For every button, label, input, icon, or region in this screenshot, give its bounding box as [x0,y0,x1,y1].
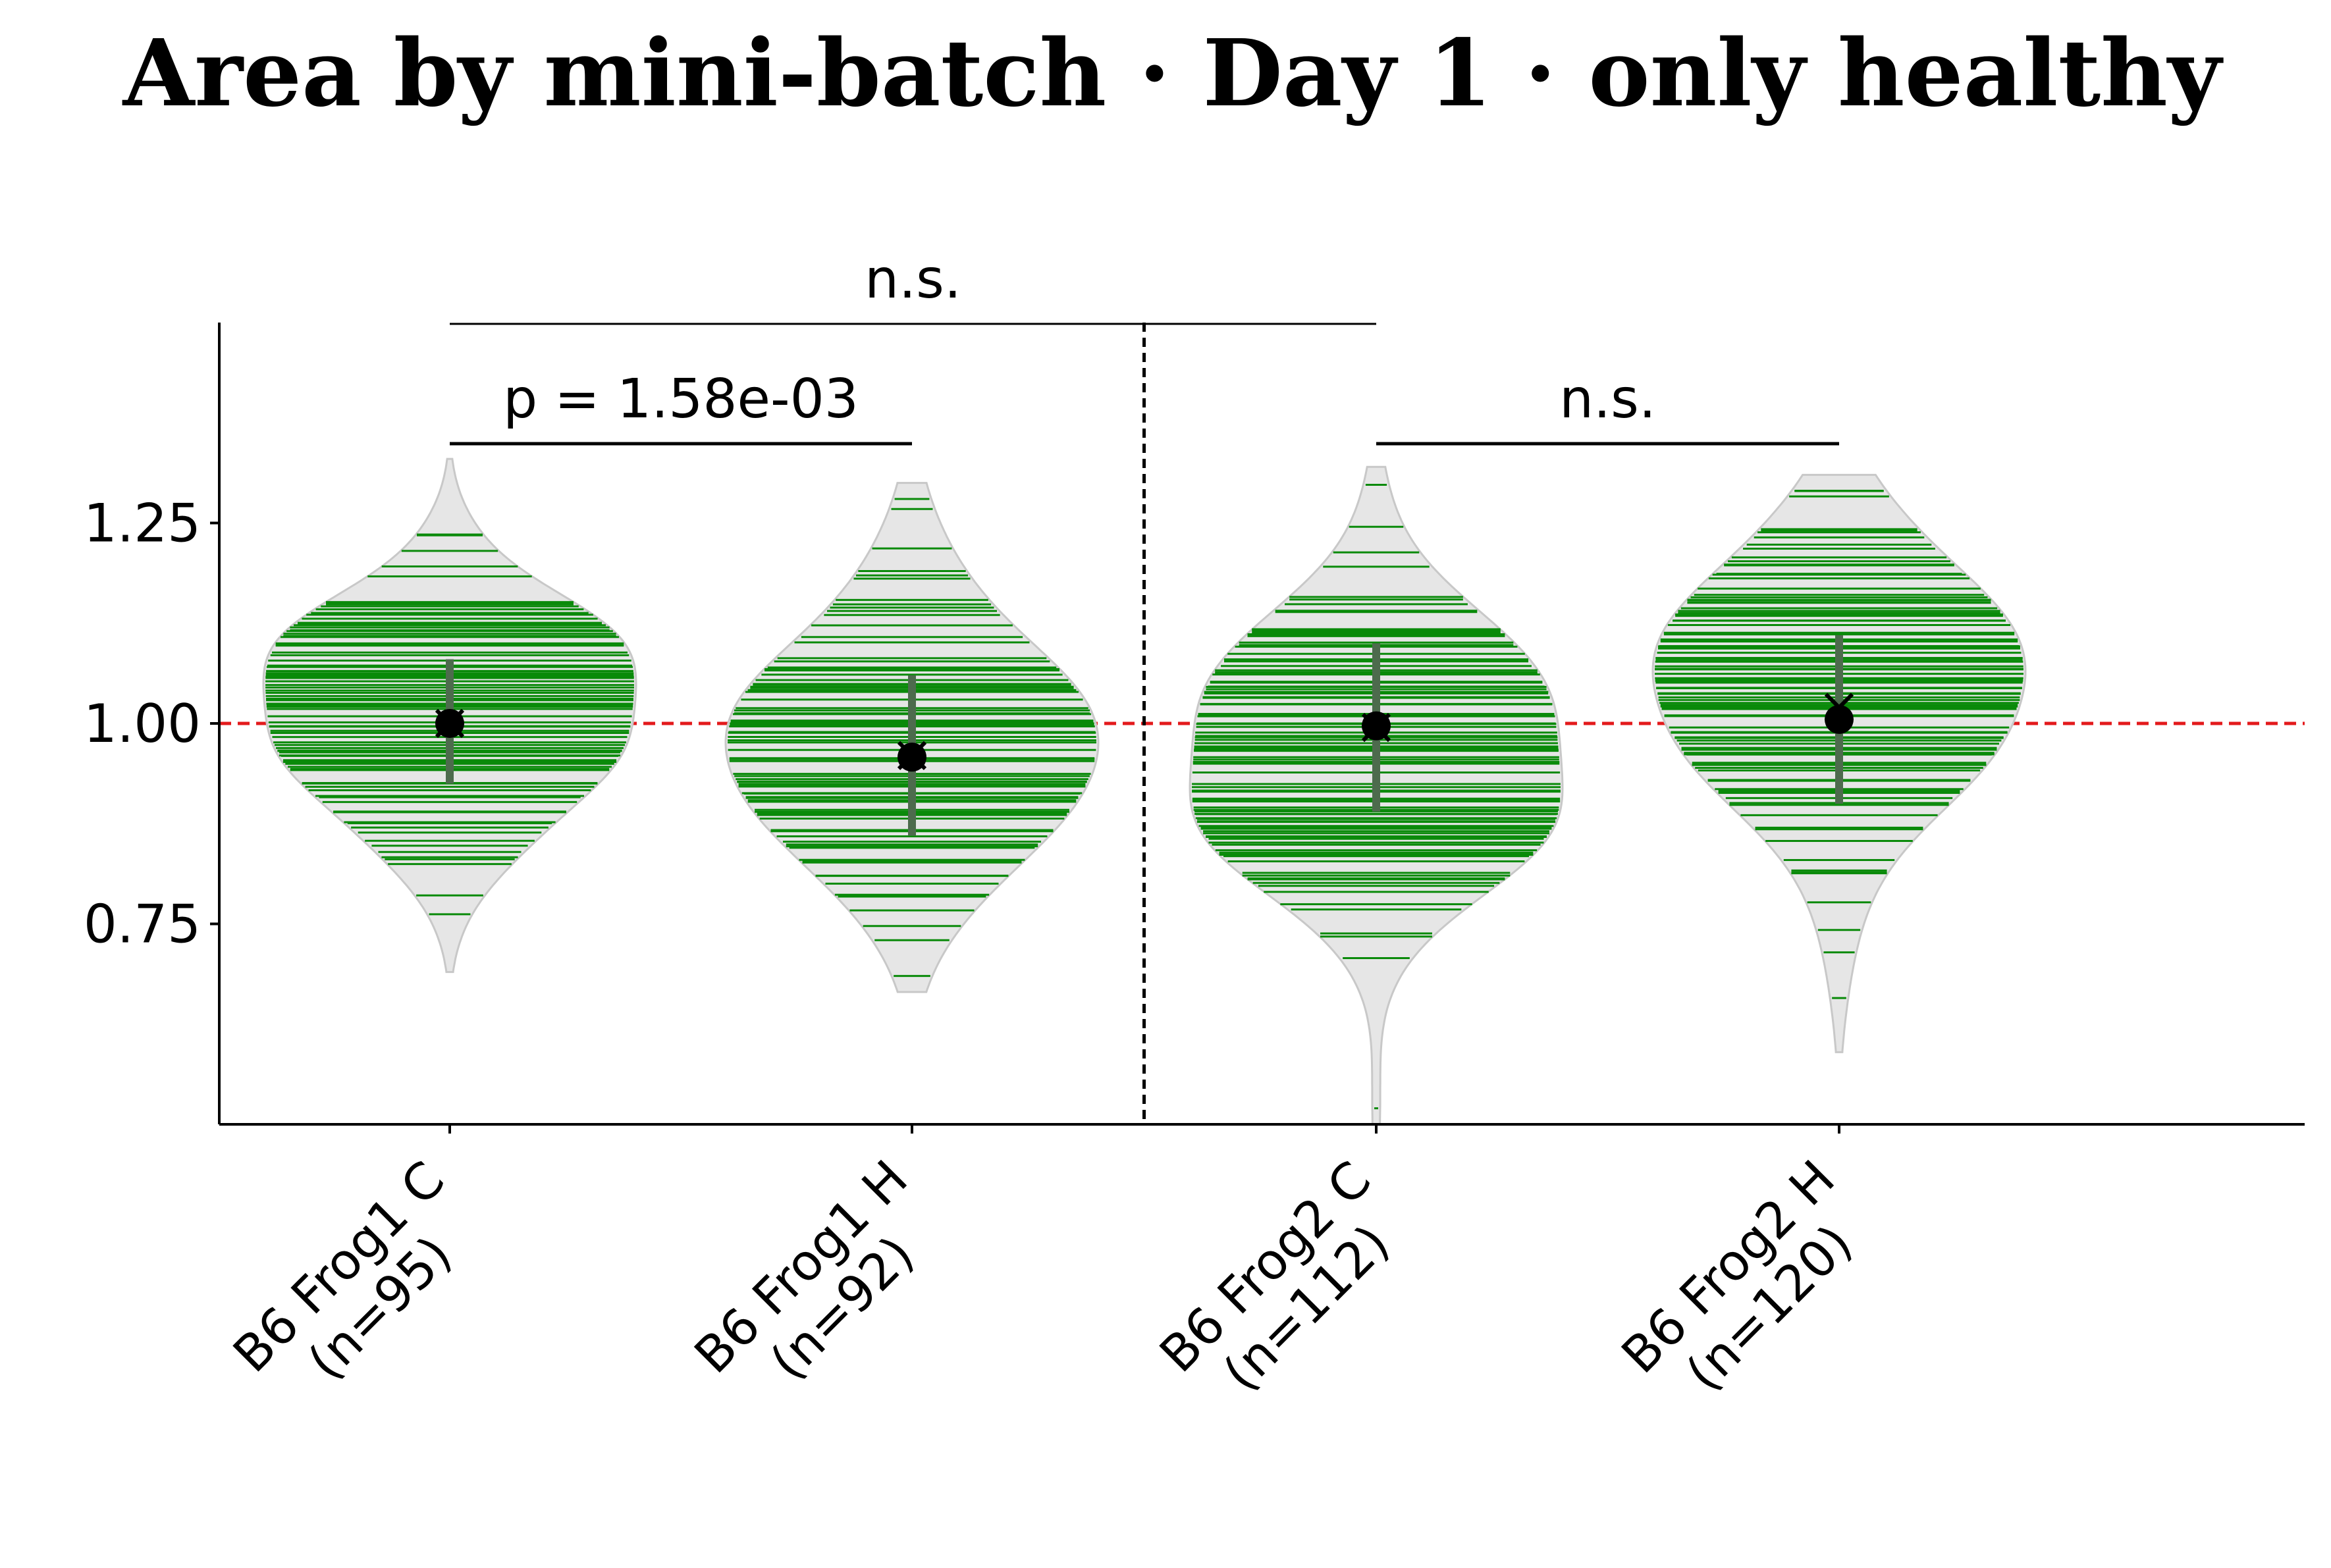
y-tick-label: 1.00 [84,693,201,754]
significance-label: n.s. [865,248,961,311]
y-tick-label: 0.75 [84,894,201,955]
violin-group-2 [726,483,1098,992]
x-tick-label: B6 Frog1 C(n=95) [222,1150,496,1424]
chart-title: Area by mini-batch · Day 1 · only health… [122,20,2224,128]
y-tick-label: 1.25 [84,493,201,554]
x-tick-label: B6 Frog2 C(n=112) [1148,1150,1423,1424]
violin-group-1 [263,459,636,972]
violin-group-3 [1190,467,1563,1124]
x-tick-label: B6 Frog1 H(n=92) [683,1149,959,1425]
violin-group-4 [1653,475,2025,1052]
plot-area: B6 Frog1 C(n=95) B6 Frog1 H(n=92) B6 Frog2… [84,248,2305,1425]
significance-label: n.s. [1559,368,1656,431]
x-tick-label: B6 Frog2 H(n=120) [1610,1149,1887,1425]
significance-label: p = 1.58e-03 [503,368,859,431]
